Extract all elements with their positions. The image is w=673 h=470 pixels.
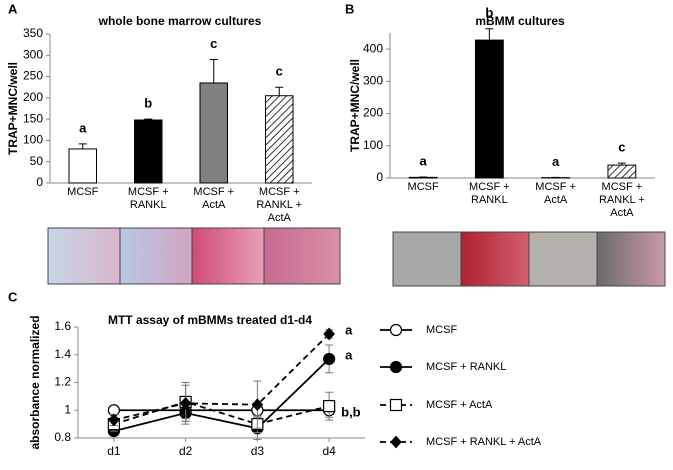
x-tick-label: MCSF + — [128, 186, 169, 198]
y-tick-label: 100 — [23, 133, 43, 147]
micrograph — [596, 231, 666, 287]
point — [323, 327, 335, 341]
error-bar — [275, 86, 284, 96]
micrograph — [460, 231, 530, 287]
bar — [607, 164, 637, 179]
bar — [68, 148, 98, 184]
point — [108, 413, 120, 427]
micrograph — [263, 227, 341, 285]
y-tick-label: 300 — [23, 47, 43, 61]
y-axis-label: TRAP+MNC/well — [348, 59, 362, 152]
significance-letter: a — [552, 154, 560, 169]
significance-letter: a — [345, 347, 353, 362]
significance-letter: c — [618, 140, 625, 155]
x-tick-label: RANKL + — [256, 199, 302, 211]
y-tick-label: 250 — [23, 69, 43, 83]
y-tick-label: 1.4 — [54, 347, 71, 361]
bar — [133, 119, 163, 184]
y-tick-label: 1 — [64, 402, 71, 416]
y-tick-label: 200 — [363, 106, 383, 120]
x-tick-label: RANKL — [471, 194, 508, 206]
legend-marker — [390, 435, 402, 449]
chart-title: MTT assay of mBMMs treated d1-d4 — [108, 313, 312, 327]
x-tick-label: MCSF + — [535, 181, 576, 193]
bar — [199, 82, 229, 184]
legend-label: MCSF — [426, 324, 457, 336]
x-tick-label: ActA — [268, 212, 292, 224]
x-tick-label: ActA — [544, 194, 568, 206]
x-tick-label: MCSF + — [193, 186, 234, 198]
y-axis-label: TRAP+MNC/well — [6, 62, 20, 155]
y-tick-label: 150 — [23, 111, 43, 125]
x-tick-label: MCSF + — [469, 181, 510, 193]
point — [323, 352, 336, 366]
legend-label: MCSF + RANKL + ActA — [426, 436, 542, 448]
y-tick-label: 400 — [363, 41, 383, 55]
x-tick-label: RANKL + — [599, 194, 645, 206]
micrographs-a — [47, 227, 341, 285]
y-tick-label: 1.2 — [54, 375, 71, 389]
chart-title: mBMM cultures — [475, 14, 565, 28]
micrograph — [392, 231, 462, 287]
x-tick-label: MCSF — [408, 181, 439, 193]
significance-letter: c — [276, 64, 283, 79]
legend-label: MCSF + RANKL — [426, 361, 506, 373]
x-tick-label: d2 — [179, 444, 193, 458]
micrographs-b — [392, 231, 666, 287]
micrograph — [119, 227, 193, 285]
point — [179, 396, 192, 410]
x-tick-label: MCSF + — [259, 186, 300, 198]
significance-letter: a — [79, 120, 87, 135]
micrograph — [528, 231, 598, 287]
point — [323, 399, 336, 413]
series-line — [113, 400, 330, 426]
legend-marker — [389, 398, 403, 412]
y-tick-label: 1.6 — [54, 319, 71, 333]
error-bar — [78, 143, 87, 149]
micrograph — [191, 227, 265, 285]
series-line — [113, 358, 330, 432]
chart-title: whole bone marrow cultures — [98, 14, 262, 28]
micrograph — [47, 227, 121, 285]
panel-label: A — [8, 1, 18, 16]
x-tick-label: d3 — [251, 444, 265, 458]
error-bar — [617, 162, 626, 166]
y-tick-label: 0.8 — [54, 430, 71, 444]
significance-letter: c — [210, 36, 217, 51]
error-bar — [485, 28, 494, 41]
y-tick-label: 200 — [23, 90, 43, 104]
panel-label: B — [345, 1, 354, 16]
x-tick-label: MCSF — [67, 186, 98, 198]
significance-letter: b — [144, 96, 152, 111]
x-tick-label: d4 — [322, 444, 336, 458]
significance-letter: a — [420, 153, 428, 168]
legend-marker — [389, 360, 403, 374]
legend-label: MCSF + ActA — [426, 399, 493, 411]
y-tick-label: 0 — [376, 170, 383, 184]
legend-marker — [389, 323, 403, 337]
y-tick-label: 350 — [23, 26, 43, 40]
x-tick-label: RANKL — [130, 199, 167, 211]
significance-letter: b,b — [341, 405, 361, 420]
y-tick-label: 300 — [363, 74, 383, 88]
significance-letter: a — [345, 322, 353, 337]
y-tick-label: 50 — [30, 154, 44, 168]
error-bar — [209, 59, 218, 83]
x-tick-label: d1 — [107, 444, 121, 458]
bar — [264, 95, 294, 184]
error-bar — [144, 118, 153, 120]
y-tick-label: 0 — [36, 175, 43, 189]
series-line — [113, 333, 330, 421]
x-tick-label: ActA — [610, 207, 634, 219]
y-axis-label: absorbance normalized — [28, 315, 42, 449]
y-tick-label: 100 — [363, 138, 383, 152]
x-tick-label: MCSF + — [602, 181, 643, 193]
x-tick-label: ActA — [202, 199, 226, 211]
point — [251, 398, 264, 412]
panel-label: C — [8, 289, 18, 304]
significance-letter: b — [485, 5, 493, 20]
bar — [474, 39, 504, 179]
